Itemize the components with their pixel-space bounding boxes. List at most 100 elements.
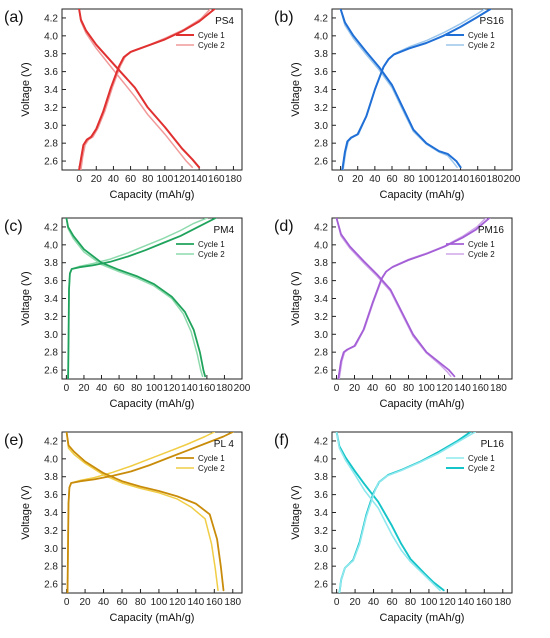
y-tick-label: 4.2 [314,13,328,24]
legend-label: Cycle 2 [468,41,495,50]
y-tick-label: 3.6 [44,490,58,501]
plot-frame [331,217,513,380]
y-tick-label: 3.0 [314,121,328,132]
x-axis-title: Capacity (mAh/g) [380,612,465,624]
x-tick-label: 20 [352,174,364,185]
y-tick-label: 4.0 [44,454,58,465]
x-tick-label: 180 [490,383,507,394]
y-tick-label: 3.2 [44,312,58,323]
y-tick-label: 4.0 [314,240,328,251]
x-tick-label: 180 [494,597,511,608]
x-tick-label: 40 [367,383,379,394]
x-tick-label: 60 [125,174,137,185]
chart-panel-6: (f) 0 20 40 60 80 100 120 140 160 180 2.6 2.8 3.0 3.2 3… [274,431,513,624]
y-axis-title: Voltage (V) [290,271,302,325]
y-tick-label: 4.0 [314,454,328,465]
x-tick-label: 40 [96,383,108,394]
y-tick-label: 4.0 [44,240,58,251]
legend-label: Cycle 1 [198,454,225,463]
y-tick-label: 2.8 [44,348,58,359]
legend-label: Cycle 1 [468,240,495,249]
x-tick-label: 80 [405,597,417,608]
series-1-charge-curve [337,218,491,379]
series-1-discharge-curve [335,218,456,378]
x-tick-label: 160 [208,174,225,185]
x-tick-label: 0 [76,174,82,185]
y-tick-label: 2.8 [314,139,328,150]
y-tick-label: 3.4 [314,508,328,519]
plot-frame [61,431,243,594]
y-axis-title: Voltage (V) [20,271,32,325]
x-tick-label: 80 [142,174,154,185]
x-tick-label: 40 [368,597,380,608]
x-tick-label: 20 [80,597,92,608]
x-tick-label: 100 [418,383,435,394]
y-tick-label: 2.6 [314,366,328,377]
series-1-charge-curve [341,9,492,170]
legend-label: Cycle 1 [468,454,495,463]
x-tick-label: 140 [458,597,475,608]
x-tick-label: 120 [174,174,191,185]
curve-group [65,432,234,593]
series-2-discharge-curve [65,432,219,592]
y-tick-label: 3.6 [314,490,328,501]
legend-label: Cycle 2 [198,464,225,473]
x-tick-label: 0 [64,597,70,608]
x-tick-label: 120 [436,383,453,394]
x-tick-label: 0 [334,597,340,608]
series-2-discharge-curve [65,218,204,378]
y-tick-label: 3.2 [314,526,328,537]
series-1-charge-curve [66,432,234,593]
series-1-discharge-curve [65,432,225,592]
x-tick-label: 200 [504,174,521,185]
y-tick-label: 2.6 [44,580,58,591]
y-tick-label: 2.6 [314,157,328,168]
y-axis-title: Voltage (V) [20,62,32,116]
y-tick-label: 2.8 [314,562,328,573]
x-tick-label: 120 [169,597,186,608]
y-tick-label: 3.6 [44,67,58,78]
y-tick-label: 2.8 [44,139,58,150]
legend-label: Cycle 2 [198,41,225,50]
x-tick-label: 120 [435,174,452,185]
chart-panel-2: (b) 0 20 40 60 80 100 120 140 160 180 200 2.6 2.8 3.0 3… [274,8,521,201]
x-tick-label: 180 [225,174,242,185]
x-tick-label: 60 [386,597,398,608]
y-tick-label: 2.8 [44,562,58,573]
x-tick-label: 100 [421,597,438,608]
plot-frame [61,8,243,171]
series-1-charge-curve [338,432,476,593]
series-2-discharge-curve [339,9,458,169]
x-tick-label: 160 [206,597,223,608]
y-tick-label: 4.0 [314,31,328,42]
sample-name: PM16 [478,225,505,236]
x-axis-title: Capacity (mAh/g) [110,398,195,410]
sample-name: PL 4 [214,439,235,450]
x-axis-title: Capacity (mAh/g) [380,189,465,201]
sample-name: PS4 [215,16,234,27]
chart-panel-3: (c) 0 20 40 60 80 100 120 140 160 180 200 2.6 2.8 3.0 3… [4,217,251,410]
series-1-charge-curve [78,9,216,170]
x-tick-label: 80 [131,383,143,394]
legend-label: Cycle 2 [198,250,225,259]
chart-panel-5: (e) 0 20 40 60 80 100 120 140 160 180 2.6 2.8 3.0 3.2 3… [4,431,243,624]
panel-letter: (f) [274,432,289,449]
x-tick-label: 100 [146,383,163,394]
curve-group [339,9,492,170]
legend-label: Cycle 2 [468,250,495,259]
x-tick-label: 160 [476,597,493,608]
y-tick-label: 3.2 [314,312,328,323]
y-tick-label: 4.2 [44,436,58,447]
x-axis-title: Capacity (mAh/g) [380,398,465,410]
y-tick-label: 3.4 [44,508,58,519]
x-tick-label: 180 [487,174,504,185]
y-tick-label: 3.2 [44,526,58,537]
y-tick-label: 3.2 [44,103,58,114]
plot-frame [61,217,243,380]
x-tick-label: 140 [191,174,208,185]
panel-letter: (b) [274,9,294,26]
x-tick-label: 140 [181,383,198,394]
